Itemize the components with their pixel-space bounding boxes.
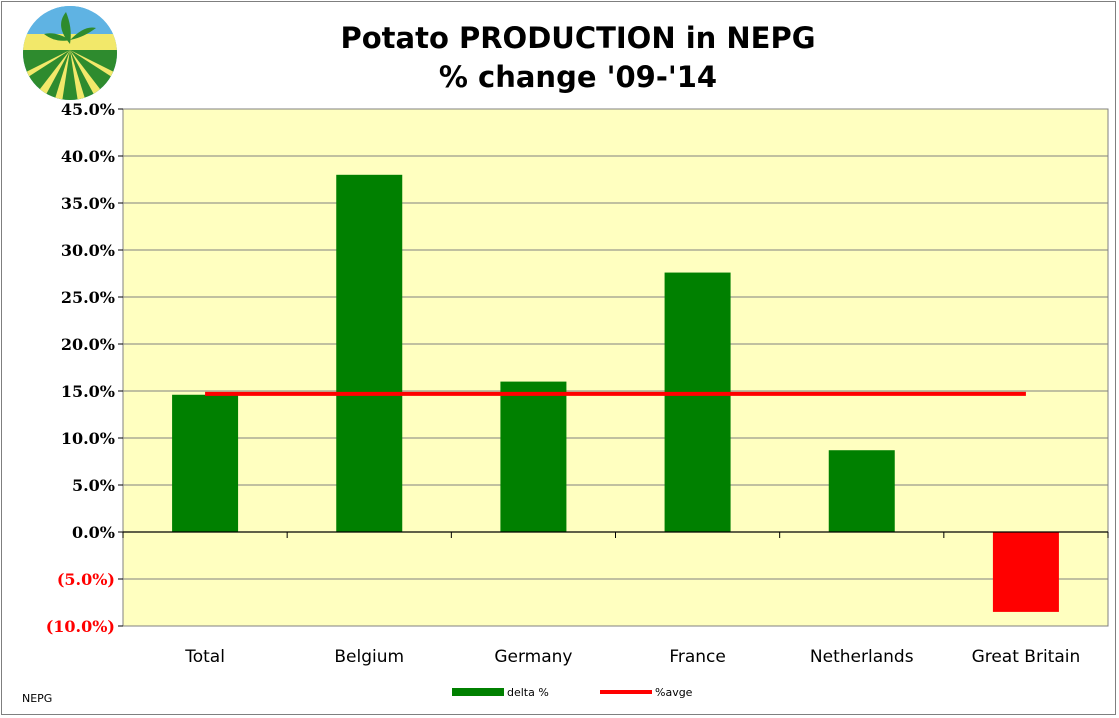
bar-great-britain: [992, 532, 1059, 612]
y-tick-label: (10.0%): [46, 617, 115, 636]
y-tick-label: 30.0%: [61, 241, 115, 260]
x-tick-label: Belgium: [334, 647, 404, 667]
bars: [172, 174, 1059, 612]
x-tick-label: Total: [184, 647, 225, 667]
x-axis: [122, 531, 1109, 538]
bar-netherlands: [828, 450, 895, 532]
legend-swatch-delta: [452, 688, 504, 696]
gridlines: [123, 108, 1108, 627]
legend-label-delta: delta %: [507, 686, 549, 699]
x-tick-label: Netherlands: [810, 647, 914, 667]
bar-belgium: [336, 174, 403, 533]
y-tick-label: 15.0%: [61, 382, 115, 401]
y-tick-label: 40.0%: [61, 147, 115, 166]
y-tick-label: (5.0%): [57, 570, 115, 589]
x-tick-label: Great Britain: [972, 647, 1081, 667]
source-label: NEPG: [22, 692, 52, 705]
y-tick-label: 45.0%: [61, 100, 115, 119]
x-tick-label: France: [669, 647, 726, 667]
y-tick-label: 20.0%: [61, 335, 115, 354]
y-tick-label: 25.0%: [61, 288, 115, 307]
y-tick-label: 10.0%: [61, 429, 115, 448]
legend: delta % %avge: [452, 686, 693, 699]
bar-total: [172, 394, 239, 532]
plot-area: [122, 108, 1109, 627]
x-tick-label: Germany: [494, 647, 572, 667]
chart-title-line-2: % change '09-'14: [439, 60, 717, 94]
y-tick-label: 35.0%: [61, 194, 115, 213]
chart-title-line-1: Potato PRODUCTION in NEPG: [340, 21, 815, 55]
x-axis-tick-labels: Total Belgium Germany France Netherlands Grea…: [184, 647, 1080, 667]
y-axis-ticks: 45.0% 40.0% 35.0% 30.0% 25.0% 20.0% 15.0% 10.0%…: [46, 100, 123, 636]
bar-germany: [500, 381, 567, 532]
nepg-logo: [23, 6, 117, 100]
y-tick-label: 0.0%: [72, 523, 115, 542]
bar-france: [664, 272, 731, 532]
legend-label-average: %avge: [655, 686, 693, 699]
y-tick-label: 5.0%: [72, 476, 115, 495]
